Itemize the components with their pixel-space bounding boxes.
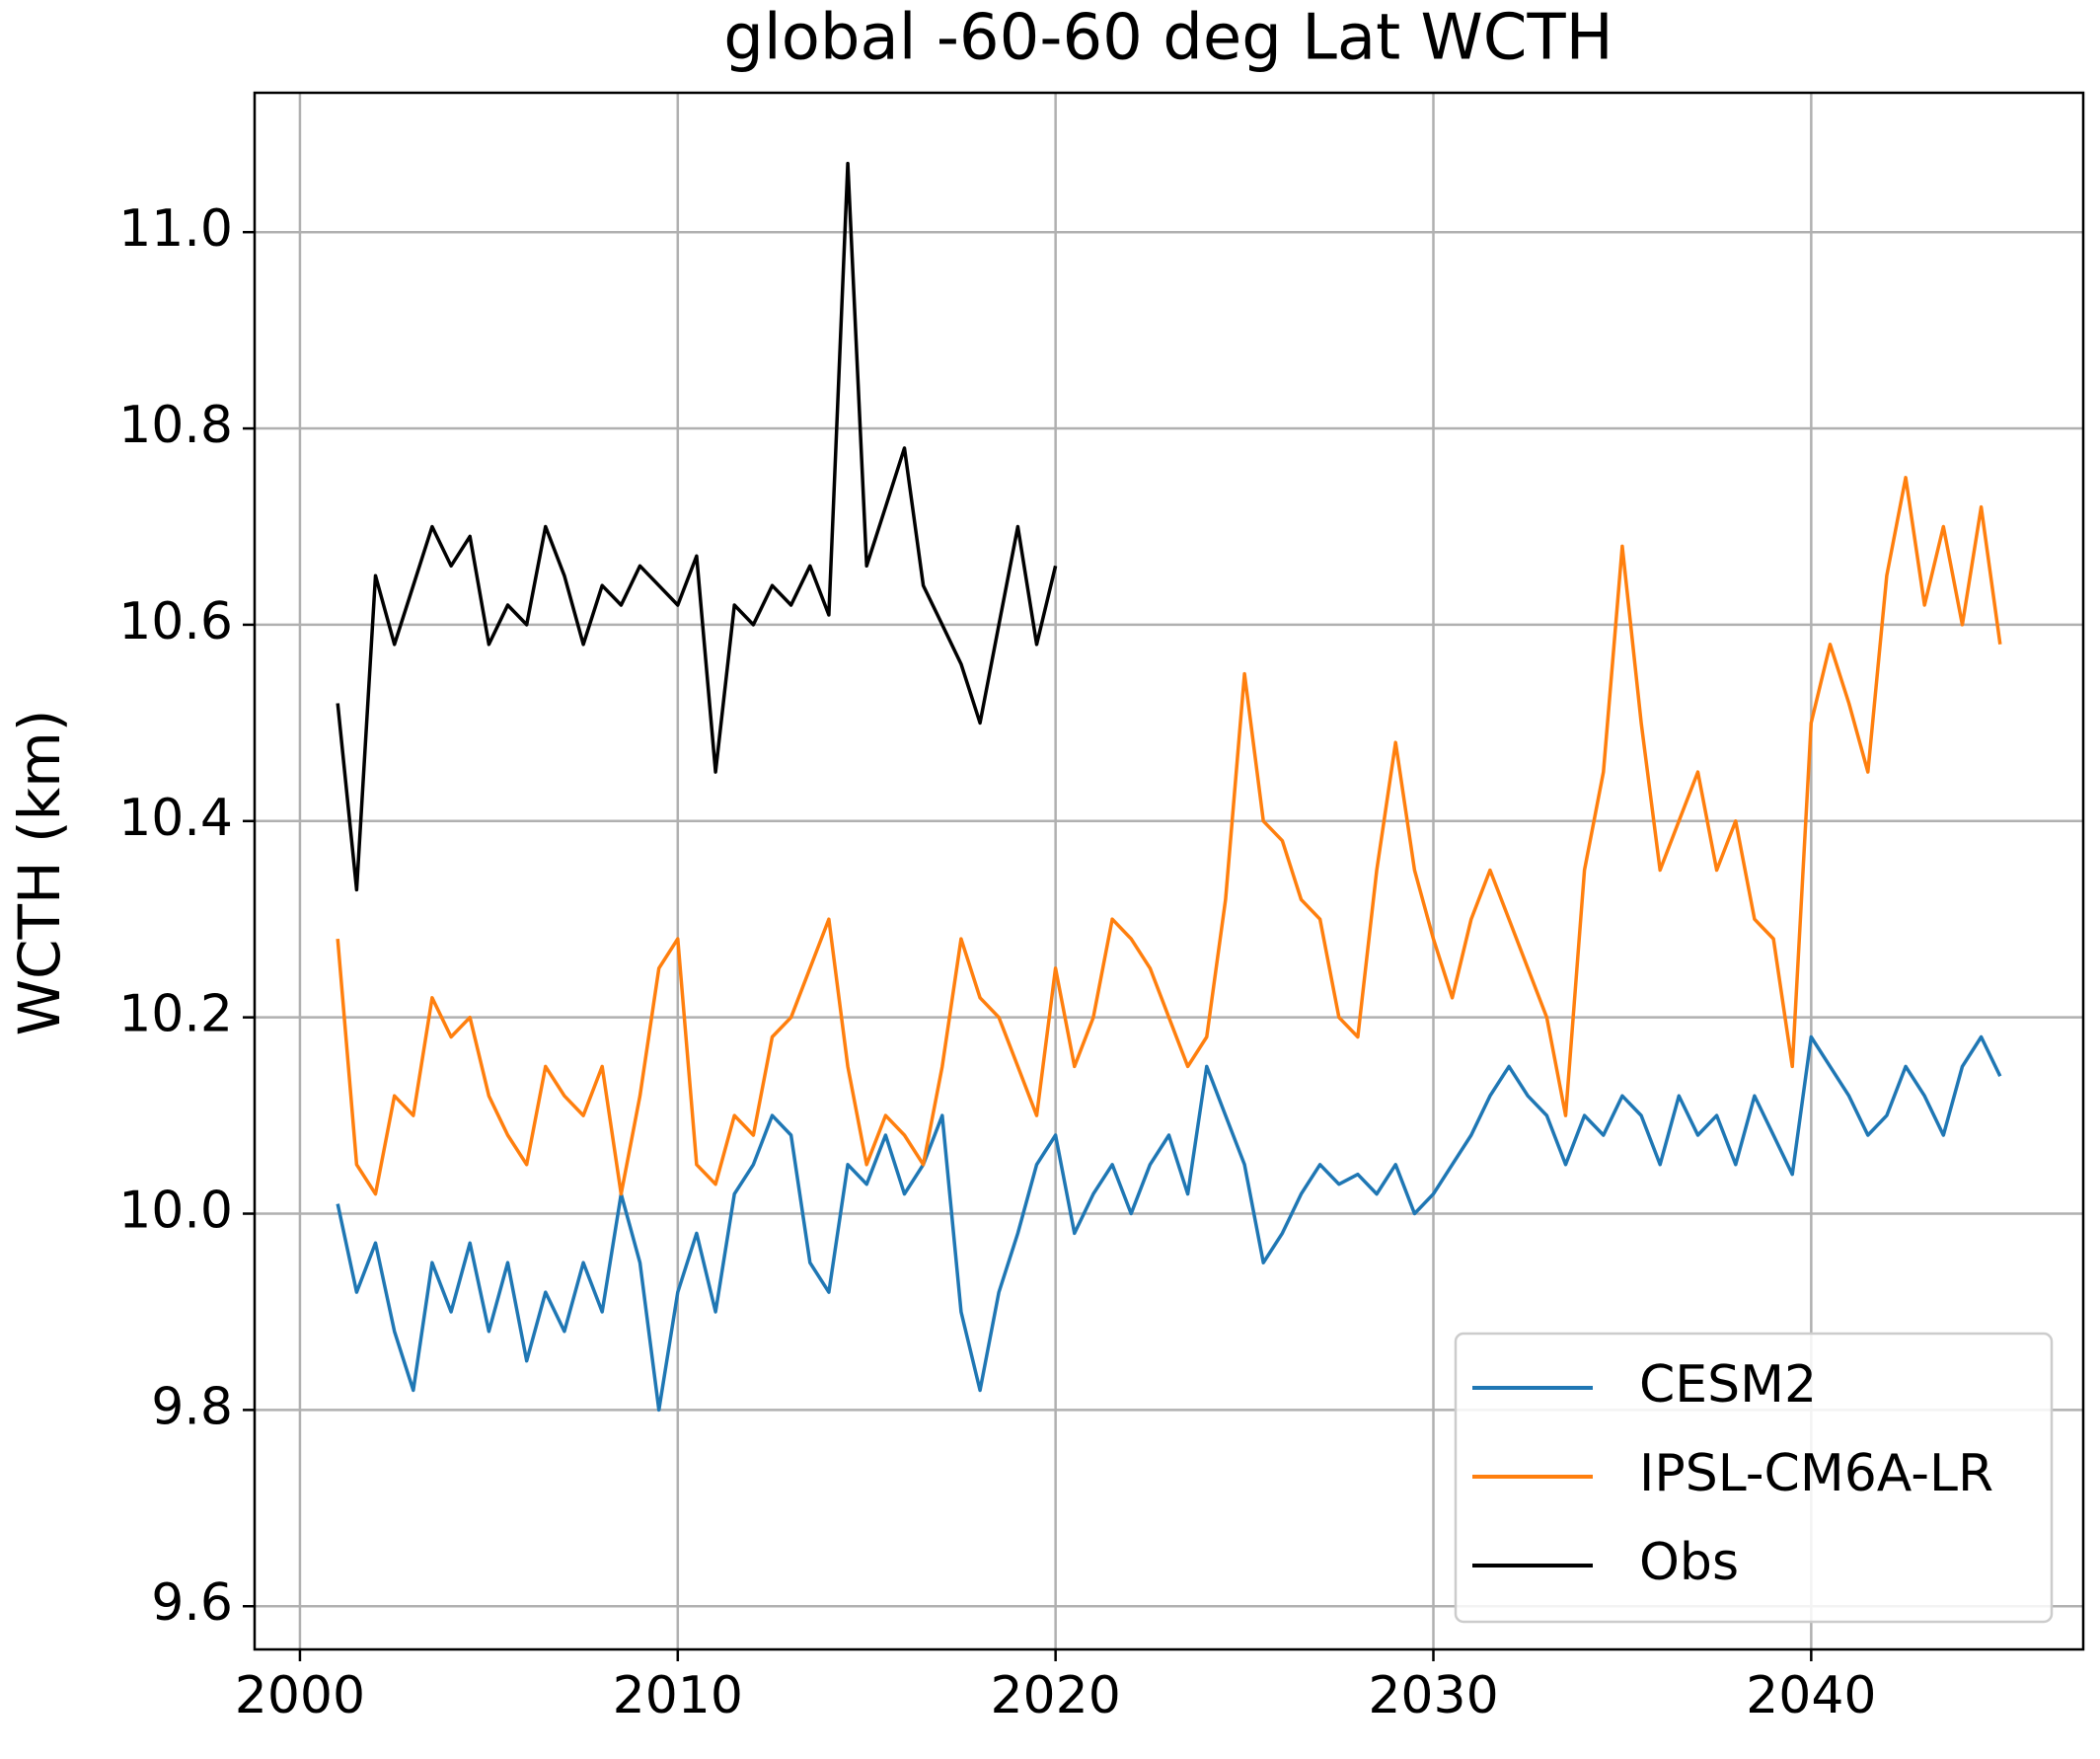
legend-box	[1454, 1332, 2054, 1624]
y-tick-label: 9.8	[151, 1377, 233, 1436]
legend-label: IPSL-CM6A-LR	[1639, 1444, 1993, 1503]
plot-frame	[253, 91, 2085, 1651]
y-tick-label: 10.4	[118, 789, 233, 848]
series-line	[336, 1034, 2002, 1413]
y-tick-label: 10.6	[118, 592, 233, 651]
y-tick-label: 11.0	[118, 199, 233, 259]
x-tick-label: 2000	[235, 1666, 365, 1725]
chart-title: global -60-60 deg Lat WCTH	[723, 2, 1612, 75]
x-tick-label: 2020	[990, 1666, 1120, 1725]
series-line	[336, 161, 1058, 892]
legend-label: CESM2	[1639, 1355, 1817, 1415]
y-tick-label: 9.6	[151, 1573, 233, 1633]
y-tick-label: 10.0	[118, 1182, 233, 1241]
y-axis-label: WCTH (km)	[6, 710, 73, 1036]
x-tick-label: 2030	[1368, 1666, 1498, 1725]
y-tick-label: 10.2	[118, 985, 233, 1044]
x-tick-label: 2040	[1746, 1666, 1876, 1725]
series-line	[336, 476, 2002, 1196]
legend-label: Obs	[1639, 1533, 1739, 1592]
y-tick-label: 10.8	[118, 396, 233, 455]
x-tick-label: 2010	[613, 1666, 743, 1725]
